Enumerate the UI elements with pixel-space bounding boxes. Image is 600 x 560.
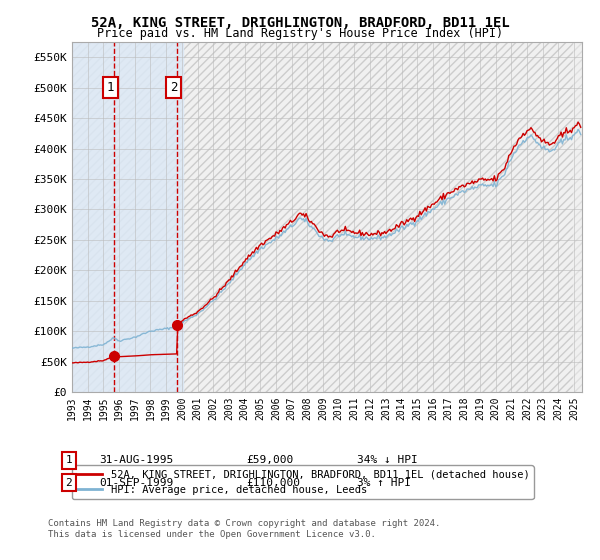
Text: 1: 1 — [107, 81, 115, 94]
Bar — [572, 42, 582, 392]
Text: £59,000: £59,000 — [246, 455, 293, 465]
Text: 3% ↑ HPI: 3% ↑ HPI — [357, 478, 411, 488]
Text: 1: 1 — [65, 455, 73, 465]
Text: £110,000: £110,000 — [246, 478, 300, 488]
Text: 52A, KING STREET, DRIGHLINGTON, BRADFORD, BD11 1EL: 52A, KING STREET, DRIGHLINGTON, BRADFORD… — [91, 16, 509, 30]
Text: Contains HM Land Registry data © Crown copyright and database right 2024.
This d: Contains HM Land Registry data © Crown c… — [48, 520, 440, 539]
Text: Price paid vs. HM Land Registry's House Price Index (HPI): Price paid vs. HM Land Registry's House … — [97, 27, 503, 40]
Text: 31-AUG-1995: 31-AUG-1995 — [99, 455, 173, 465]
Text: 34% ↓ HPI: 34% ↓ HPI — [357, 455, 418, 465]
Legend: 52A, KING STREET, DRIGHLINGTON, BRADFORD, BD11 1EL (detached house), HPI: Averag: 52A, KING STREET, DRIGHLINGTON, BRADFORD… — [72, 465, 533, 499]
Text: 01-SEP-1999: 01-SEP-1999 — [99, 478, 173, 488]
Text: 2: 2 — [65, 478, 73, 488]
Bar — [72, 42, 183, 392]
Text: 2: 2 — [170, 81, 177, 94]
